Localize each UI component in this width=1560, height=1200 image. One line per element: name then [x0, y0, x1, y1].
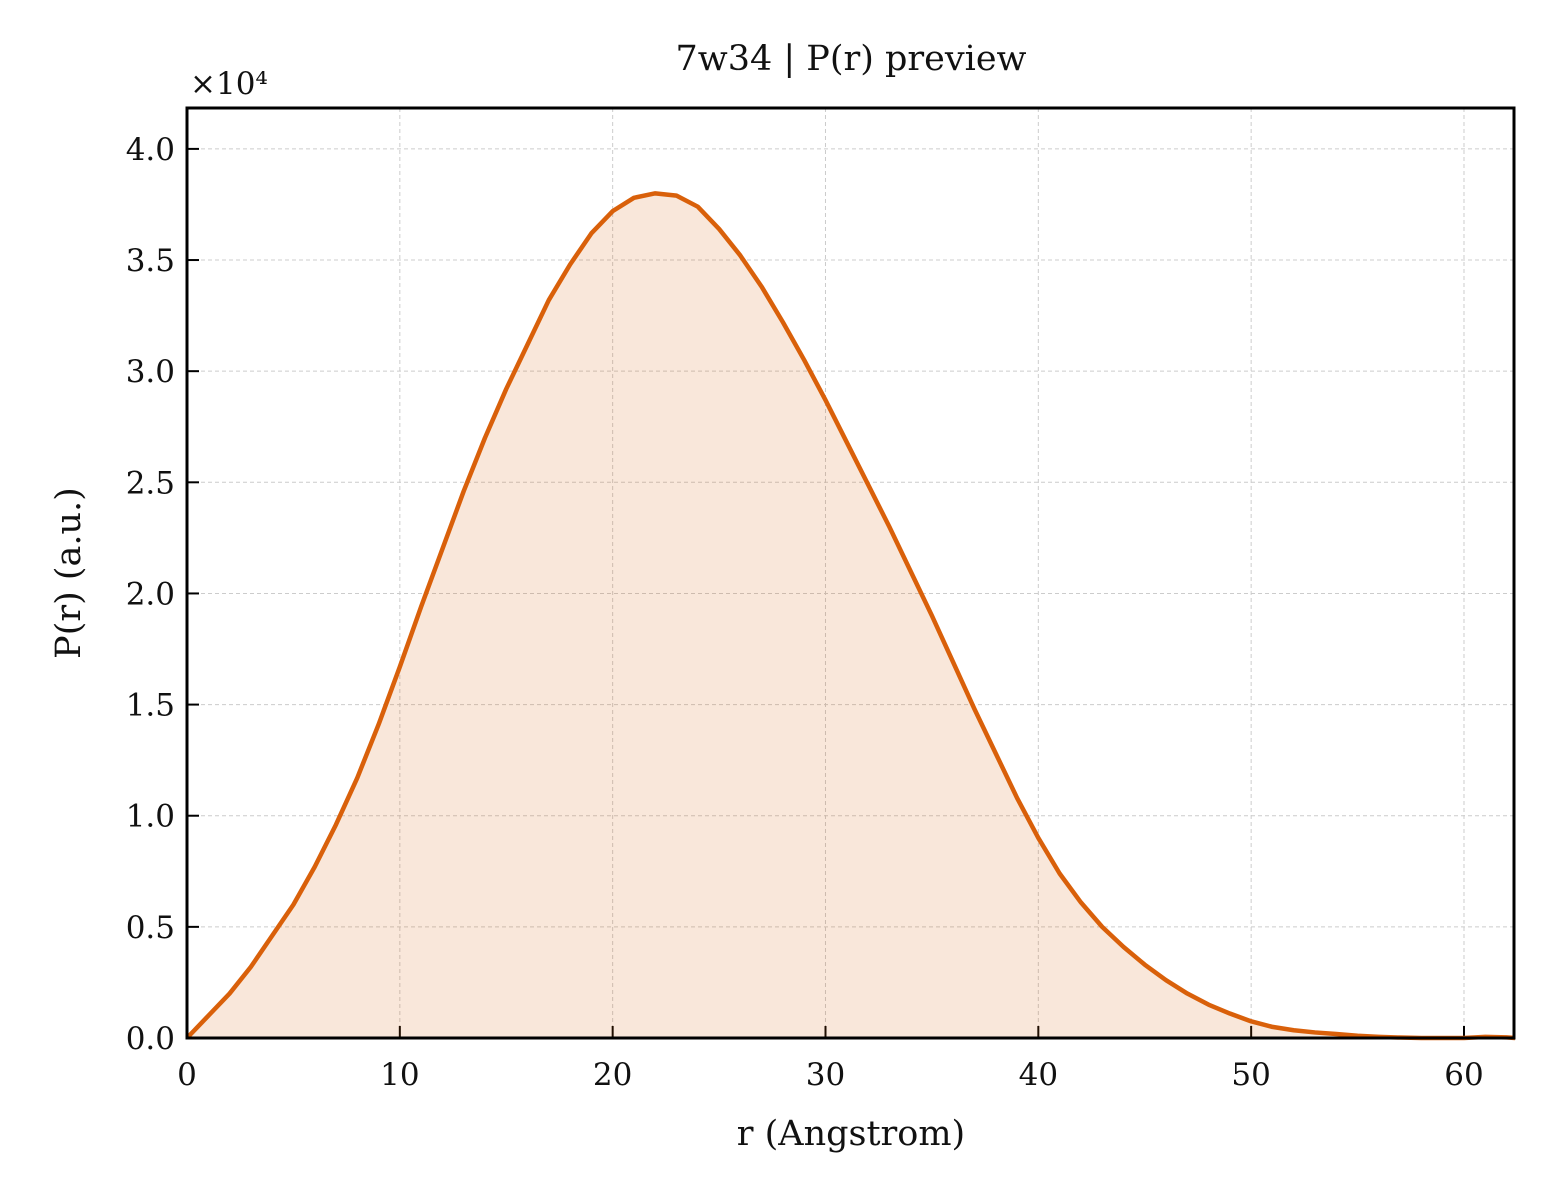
chart-title: 7w34 | P(r) preview — [675, 39, 1026, 79]
y-tick-label: 2.5 — [126, 465, 175, 501]
y-tick-label: 0.5 — [126, 910, 175, 946]
x-tick-label: 40 — [1019, 1057, 1058, 1093]
y-tick-label: 3.0 — [126, 354, 175, 390]
plot-frame — [185, 106, 1516, 1040]
y-offset-label: ×10⁴ — [190, 66, 268, 102]
y-tick-label: 1.5 — [126, 688, 175, 724]
y-axis-label: P(r) (a.u.) — [49, 487, 89, 659]
x-tick-label: 20 — [593, 1057, 632, 1093]
x-tick-label: 10 — [380, 1057, 419, 1093]
line — [185, 191, 1516, 1041]
x-tick-label: 60 — [1444, 1057, 1483, 1093]
y-tick-label: 3.5 — [126, 243, 175, 279]
y-tick-label: 4.0 — [126, 132, 175, 168]
x-tick-label: 30 — [806, 1057, 845, 1093]
x-tick-label: 50 — [1231, 1057, 1270, 1093]
x-axis-label: r (Angstrom) — [737, 1114, 965, 1154]
area — [187, 193, 1516, 1039]
x-tick-label: 0 — [177, 1057, 197, 1093]
y-tick-label: 2.0 — [126, 576, 175, 612]
y-tick-label: 1.0 — [126, 799, 175, 835]
y-tick-label: 0.0 — [126, 1021, 175, 1057]
